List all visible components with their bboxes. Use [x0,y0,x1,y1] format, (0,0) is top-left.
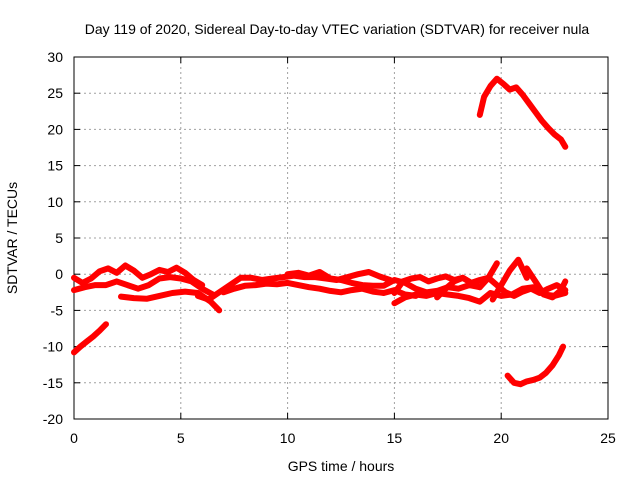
x-axis-label: GPS time / hours [288,458,395,474]
x-tick-label: 5 [177,430,185,446]
x-tick-label: 25 [600,430,616,446]
y-tick-label: 15 [47,158,63,174]
series-line-arc-10 [434,260,500,301]
series-line-arc-13 [476,75,569,150]
x-tick-label: 20 [493,430,509,446]
y-tick-label: -15 [43,375,63,391]
y-tick-label: -10 [43,339,63,355]
y-tick-label: 25 [47,85,63,101]
x-tick-label: 15 [387,430,403,446]
series-line-arc-6 [220,279,419,299]
series-line-arc-9 [391,284,569,307]
chart-title: Day 119 of 2020, Sidereal Day-to-day VTE… [85,21,590,37]
x-tick-label: 10 [280,430,296,446]
series-line-arc-3 [71,274,216,298]
y-tick-label: 30 [47,49,63,65]
series-line-arc-2 [71,262,206,289]
y-tick-label: -5 [51,302,64,318]
y-tick-label: -20 [43,411,63,427]
y-tick-label: 5 [55,230,63,246]
y-tick-label: 10 [47,194,63,210]
y-tick-label: 20 [47,121,63,137]
x-tick-label: 0 [70,430,78,446]
series-line-arc-14 [504,343,567,388]
series-line-arc-1 [71,321,109,356]
y-axis-label: SDTVAR / TECUs [4,182,20,294]
y-tick-label: 0 [55,266,63,282]
series-layer [71,75,569,388]
series-line-arc-11 [489,256,530,303]
tick-layer: 0 5 10 15 20 25 -20 -15 -10 -5 0 5 10 15 20 25 30 [43,49,616,446]
series-line-arc-12 [523,265,569,301]
grid-layer [74,57,608,419]
